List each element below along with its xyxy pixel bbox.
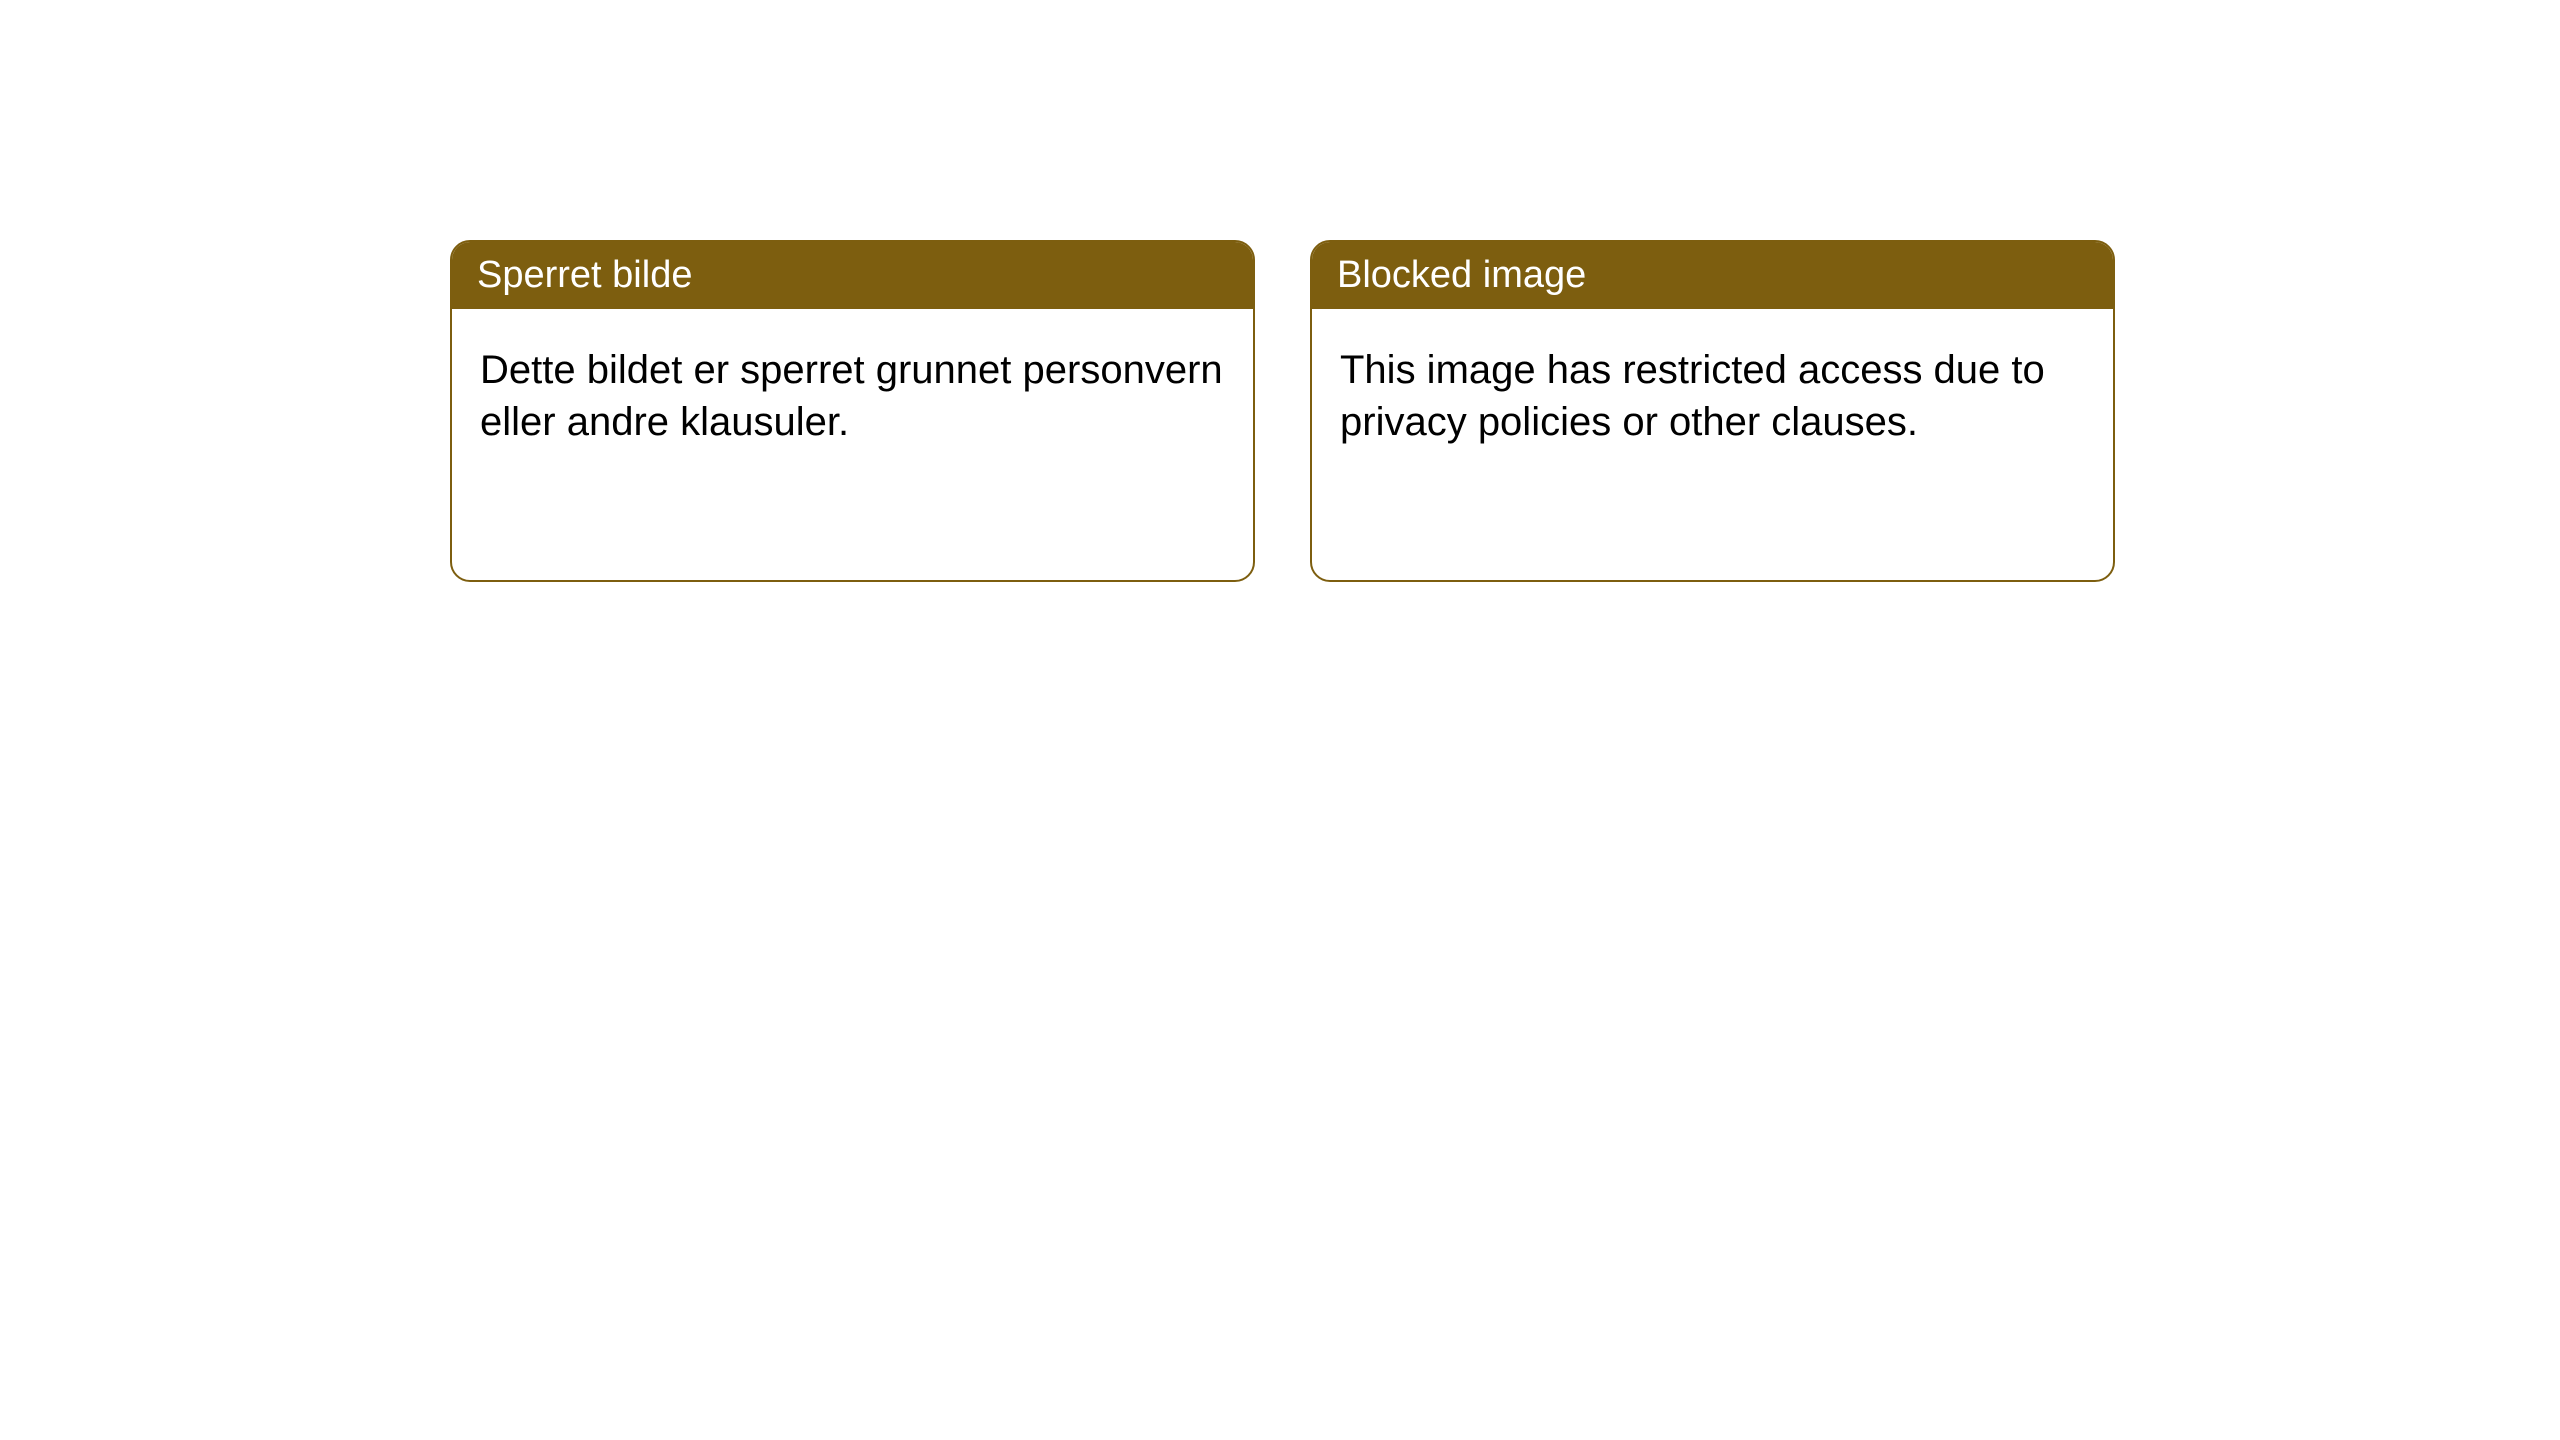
notice-text-english: This image has restricted access due to … <box>1340 348 2045 444</box>
notice-title-norwegian: Sperret bilde <box>477 254 692 296</box>
notice-text-norwegian: Dette bildet er sperret grunnet personve… <box>480 348 1223 444</box>
notice-card-norwegian: Sperret bilde Dette bildet er sperret gr… <box>450 240 1255 582</box>
notice-card-english: Blocked image This image has restricted … <box>1310 240 2115 582</box>
notice-body-norwegian: Dette bildet er sperret grunnet personve… <box>452 309 1253 483</box>
notice-title-english: Blocked image <box>1337 254 1586 296</box>
notice-container: Sperret bilde Dette bildet er sperret gr… <box>450 240 2115 582</box>
notice-header-english: Blocked image <box>1312 242 2113 309</box>
notice-header-norwegian: Sperret bilde <box>452 242 1253 309</box>
notice-body-english: This image has restricted access due to … <box>1312 309 2113 483</box>
